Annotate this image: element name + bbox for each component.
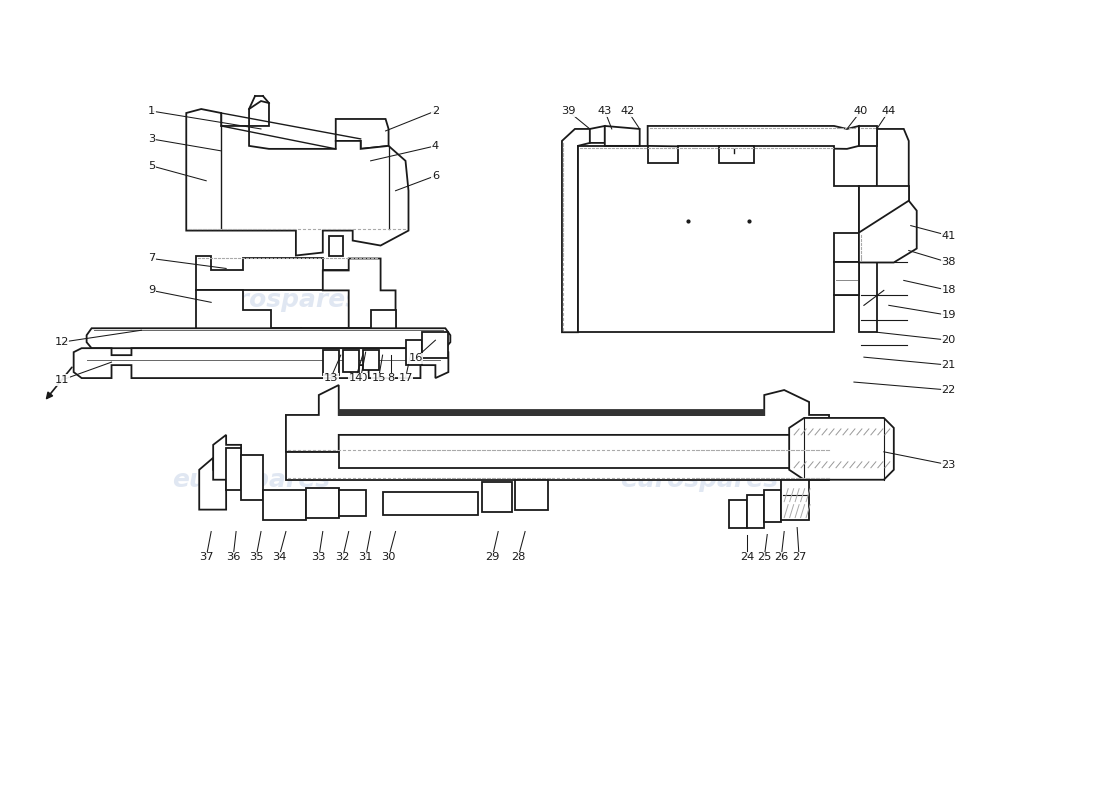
Text: 18: 18 xyxy=(942,286,956,295)
Text: 13: 13 xyxy=(323,373,338,383)
Text: 5: 5 xyxy=(147,161,155,171)
Text: 4: 4 xyxy=(432,141,439,151)
Polygon shape xyxy=(515,480,548,510)
Text: 24: 24 xyxy=(740,553,755,562)
Text: 10: 10 xyxy=(353,373,367,383)
Text: 32: 32 xyxy=(336,553,350,562)
Polygon shape xyxy=(789,418,894,480)
Polygon shape xyxy=(590,126,605,143)
Text: 12: 12 xyxy=(55,338,69,347)
Text: 41: 41 xyxy=(942,230,956,241)
Polygon shape xyxy=(859,126,877,146)
Polygon shape xyxy=(747,494,764,527)
Text: 25: 25 xyxy=(757,553,771,562)
Polygon shape xyxy=(605,126,640,146)
Text: 11: 11 xyxy=(55,375,69,385)
Polygon shape xyxy=(213,435,241,480)
Text: 15: 15 xyxy=(372,373,386,383)
Polygon shape xyxy=(764,490,781,522)
Polygon shape xyxy=(648,126,859,149)
Polygon shape xyxy=(339,410,764,415)
Text: 39: 39 xyxy=(561,106,575,116)
Text: 21: 21 xyxy=(942,360,956,370)
Text: 28: 28 xyxy=(510,553,526,562)
Polygon shape xyxy=(286,452,829,480)
Text: eurospares: eurospares xyxy=(620,468,779,492)
Polygon shape xyxy=(263,490,306,519)
Text: 44: 44 xyxy=(882,106,895,116)
Polygon shape xyxy=(186,109,408,255)
Polygon shape xyxy=(199,458,227,510)
Text: 37: 37 xyxy=(199,553,213,562)
Polygon shape xyxy=(322,350,339,375)
Polygon shape xyxy=(87,328,450,348)
Text: 9: 9 xyxy=(147,286,155,295)
Polygon shape xyxy=(336,119,388,149)
Polygon shape xyxy=(729,500,747,527)
Polygon shape xyxy=(363,350,378,370)
Polygon shape xyxy=(322,258,396,350)
Polygon shape xyxy=(859,186,909,332)
Polygon shape xyxy=(406,340,422,365)
Text: 27: 27 xyxy=(792,553,806,562)
Text: 35: 35 xyxy=(249,553,263,562)
Text: 6: 6 xyxy=(432,170,439,181)
Polygon shape xyxy=(578,146,859,332)
Polygon shape xyxy=(196,290,301,342)
Text: 34: 34 xyxy=(272,553,286,562)
Text: 31: 31 xyxy=(359,553,373,562)
Polygon shape xyxy=(781,480,810,519)
Polygon shape xyxy=(196,255,349,290)
Polygon shape xyxy=(306,488,339,518)
Polygon shape xyxy=(301,310,396,350)
Text: 2: 2 xyxy=(432,106,439,116)
Polygon shape xyxy=(249,101,270,126)
Polygon shape xyxy=(343,350,359,372)
Text: 7: 7 xyxy=(147,254,155,263)
Polygon shape xyxy=(329,235,343,255)
Polygon shape xyxy=(877,129,909,233)
Text: 38: 38 xyxy=(942,258,956,267)
Polygon shape xyxy=(422,332,449,358)
Text: 1: 1 xyxy=(147,106,155,116)
Text: 36: 36 xyxy=(226,553,240,562)
Text: 40: 40 xyxy=(854,106,868,116)
Text: eurospares: eurospares xyxy=(202,288,360,312)
Text: 29: 29 xyxy=(485,553,499,562)
Polygon shape xyxy=(286,385,829,452)
Text: 14: 14 xyxy=(349,373,363,383)
Text: 42: 42 xyxy=(620,106,635,116)
Text: 8: 8 xyxy=(387,373,394,383)
Text: eurospares: eurospares xyxy=(172,468,330,492)
Polygon shape xyxy=(241,455,263,500)
Text: 20: 20 xyxy=(942,335,956,346)
Polygon shape xyxy=(859,201,916,262)
Text: 26: 26 xyxy=(774,553,789,562)
Text: 22: 22 xyxy=(942,385,956,395)
Polygon shape xyxy=(562,129,590,332)
Polygon shape xyxy=(227,448,241,490)
Text: 33: 33 xyxy=(311,553,326,562)
Polygon shape xyxy=(482,482,513,512)
Polygon shape xyxy=(834,262,859,295)
Polygon shape xyxy=(339,490,365,515)
Polygon shape xyxy=(74,348,449,378)
Text: 19: 19 xyxy=(942,310,956,320)
Text: 43: 43 xyxy=(597,106,612,116)
Polygon shape xyxy=(383,492,478,514)
Text: 3: 3 xyxy=(147,134,155,144)
Text: 17: 17 xyxy=(398,373,412,383)
Text: 16: 16 xyxy=(408,353,422,363)
Text: 30: 30 xyxy=(382,553,396,562)
Text: 23: 23 xyxy=(942,460,956,470)
Text: eurospares: eurospares xyxy=(620,288,779,312)
Polygon shape xyxy=(719,146,755,163)
